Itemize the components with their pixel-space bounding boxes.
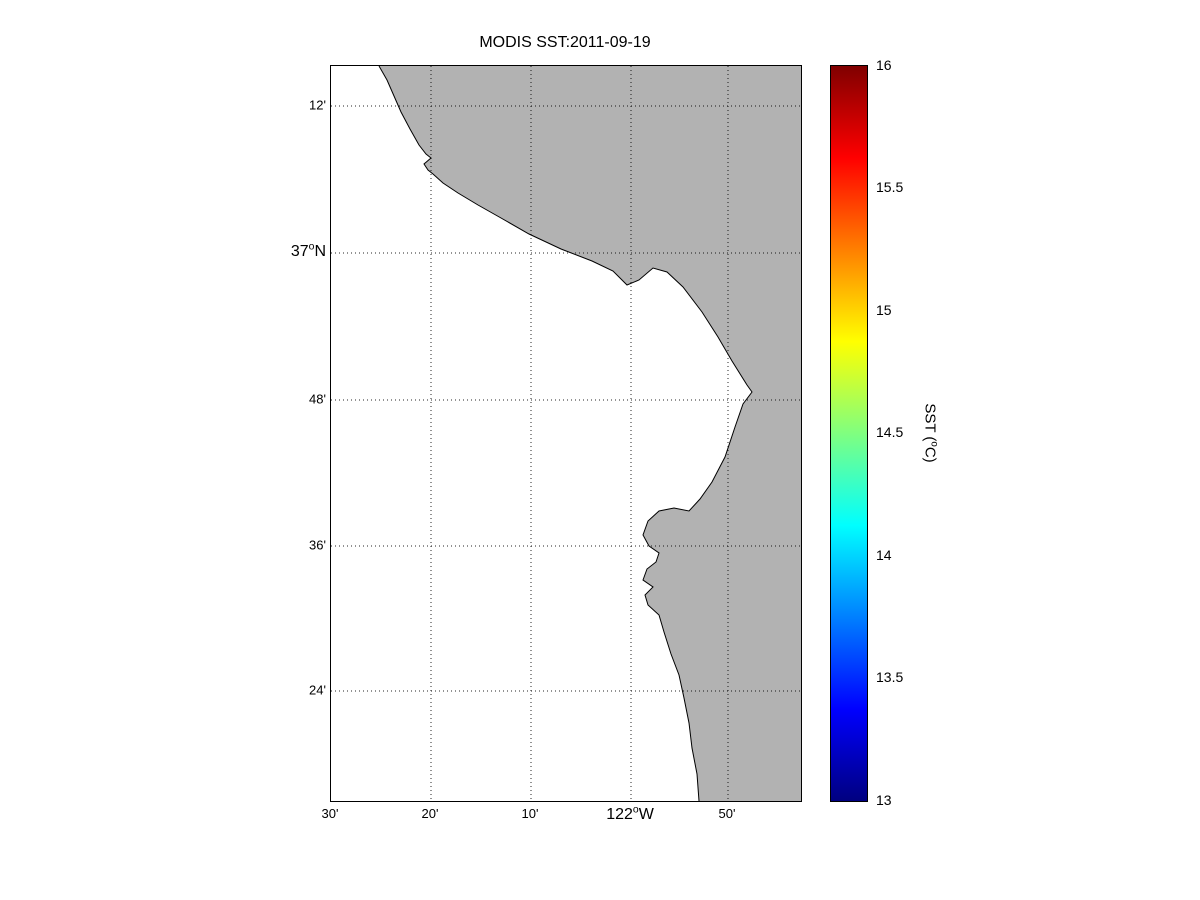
colorbar-tick-15-5: 15.5 xyxy=(876,179,904,195)
colorbar-tick-13-5: 13.5 xyxy=(876,669,904,685)
y-tick-label-37N: 37oN xyxy=(290,241,326,260)
x-tick-label-30min: 30' xyxy=(321,806,339,821)
colorbar-tick-14-5: 14.5 xyxy=(876,424,904,440)
y-tick-label-36min: 36' xyxy=(309,537,326,553)
colorbar-tick-15: 15 xyxy=(876,302,892,318)
colorbar-tick-14: 14 xyxy=(876,547,892,563)
y-tick-label-24min: 24' xyxy=(309,682,326,698)
colorbar-gradient xyxy=(830,65,868,802)
x-tick-label-50min: 50' xyxy=(718,806,736,821)
map-svg xyxy=(331,66,801,801)
x-tick-label-122W: 122oW xyxy=(606,804,654,823)
y-tick-label-48min: 48' xyxy=(309,391,326,407)
colorbar-tick-13: 13 xyxy=(876,792,892,808)
colorbar-tick-16: 16 xyxy=(876,57,892,73)
land-mask xyxy=(379,66,801,801)
x-tick-label-10min: 10' xyxy=(521,806,539,821)
chart-title: MODIS SST:2011-09-19 xyxy=(479,34,651,51)
x-tick-label-20min: 20' xyxy=(421,806,439,821)
y-tick-label-12min: 12' xyxy=(309,97,326,113)
colorbar-axis-label: SST (oC) xyxy=(921,403,940,463)
graticule-grid xyxy=(331,66,801,801)
coastline xyxy=(378,66,753,801)
map-plot-area xyxy=(330,65,802,802)
